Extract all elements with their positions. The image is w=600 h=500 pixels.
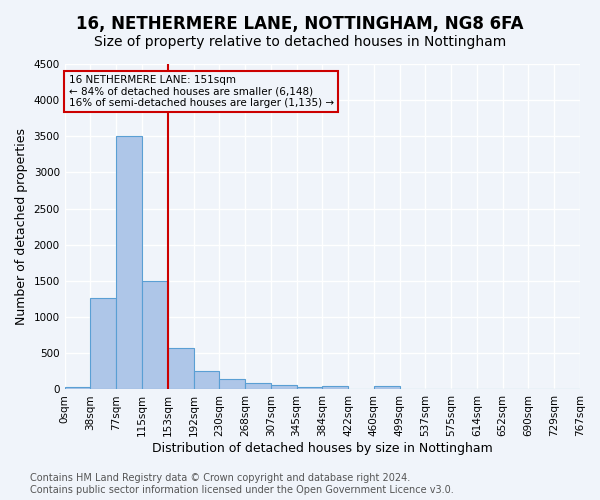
Bar (168, 348, 193, 390)
Bar (91, 298, 116, 390)
Text: Contains HM Land Registry data © Crown copyright and database right 2024.
Contai: Contains HM Land Registry data © Crown c… (30, 474, 454, 495)
Bar (219, 380, 245, 390)
Bar (245, 383, 271, 390)
Bar (193, 372, 219, 390)
Bar (296, 387, 322, 390)
Text: 16 NETHERMERE LANE: 151sqm
← 84% of detached houses are smaller (6,148)
16% of s: 16 NETHERMERE LANE: 151sqm ← 84% of deta… (68, 75, 334, 108)
Bar (65, 388, 91, 390)
Text: Size of property relative to detached houses in Nottingham: Size of property relative to detached ho… (94, 35, 506, 49)
Text: 16, NETHERMERE LANE, NOTTINGHAM, NG8 6FA: 16, NETHERMERE LANE, NOTTINGHAM, NG8 6FA (76, 15, 524, 33)
Bar (374, 386, 400, 390)
Bar (271, 386, 296, 390)
Bar (322, 386, 348, 390)
Bar (142, 281, 168, 390)
Bar (116, 136, 142, 390)
X-axis label: Distribution of detached houses by size in Nottingham: Distribution of detached houses by size … (152, 442, 493, 455)
Y-axis label: Number of detached properties: Number of detached properties (15, 128, 28, 325)
